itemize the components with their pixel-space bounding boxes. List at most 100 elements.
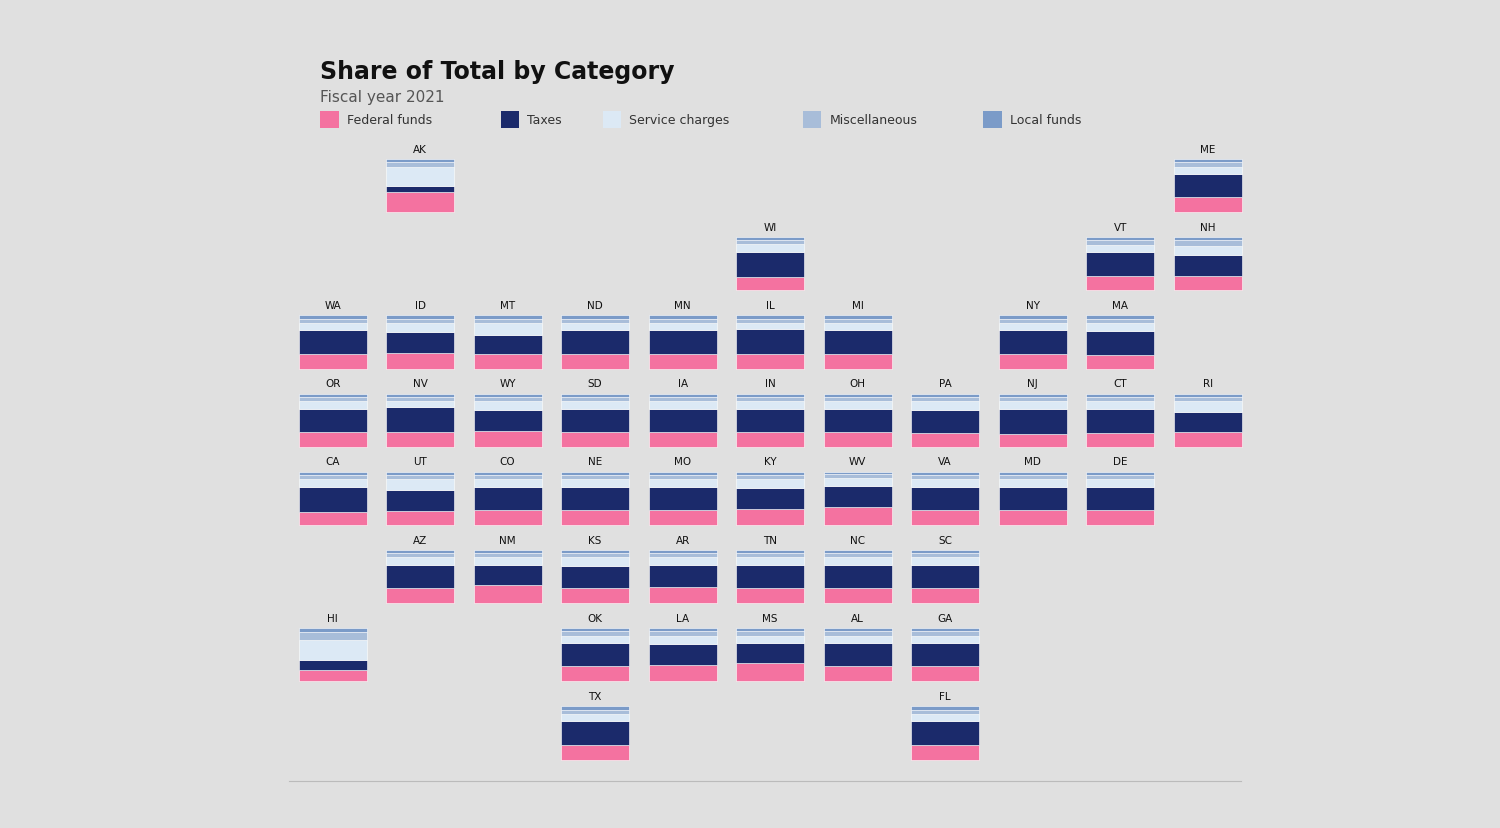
Text: MI: MI — [852, 301, 864, 310]
Bar — [999, 324, 1066, 331]
Bar — [1173, 160, 1242, 163]
Bar — [386, 397, 454, 402]
Bar — [386, 475, 454, 479]
Bar — [824, 554, 892, 558]
Bar — [910, 479, 980, 487]
Bar — [298, 479, 368, 487]
Text: PA: PA — [939, 379, 951, 389]
Bar — [561, 487, 630, 511]
Bar — [561, 554, 630, 558]
Bar — [298, 472, 368, 475]
Bar — [910, 554, 980, 558]
Bar — [474, 551, 542, 554]
Bar — [298, 432, 368, 447]
Bar — [474, 475, 542, 479]
Text: MT: MT — [500, 301, 514, 310]
Bar — [298, 513, 368, 525]
Bar — [736, 636, 804, 643]
Bar — [824, 324, 892, 331]
Bar — [474, 479, 542, 487]
Bar — [999, 409, 1066, 435]
Bar — [386, 589, 454, 604]
Bar — [474, 316, 542, 320]
Bar — [910, 714, 980, 721]
Text: ME: ME — [1200, 145, 1215, 155]
Bar — [999, 472, 1066, 475]
Text: FL: FL — [939, 691, 951, 701]
Bar — [386, 512, 454, 525]
Bar — [824, 551, 892, 554]
Text: SC: SC — [938, 535, 952, 545]
Bar — [474, 402, 542, 410]
Text: AZ: AZ — [413, 535, 428, 545]
Bar — [1173, 397, 1242, 402]
Bar — [736, 663, 804, 681]
Bar — [386, 566, 454, 589]
Bar — [561, 589, 630, 604]
Bar — [824, 632, 892, 636]
Bar — [736, 472, 804, 475]
Bar — [648, 316, 717, 320]
Text: CA: CA — [326, 457, 340, 467]
Bar — [1086, 238, 1155, 241]
Bar — [474, 397, 542, 402]
Bar — [736, 432, 804, 447]
Bar — [561, 628, 630, 632]
Text: LA: LA — [676, 613, 688, 623]
Bar — [736, 245, 804, 253]
Bar — [999, 487, 1066, 511]
Bar — [999, 511, 1066, 525]
Bar — [561, 551, 630, 554]
Bar — [474, 472, 542, 475]
Text: NC: NC — [850, 535, 865, 545]
Bar — [910, 632, 980, 636]
Bar — [736, 632, 804, 636]
Bar — [1173, 238, 1242, 241]
Bar — [824, 316, 892, 320]
Text: NV: NV — [413, 379, 428, 389]
Text: RI: RI — [1203, 379, 1214, 389]
Bar — [824, 558, 892, 566]
Text: OR: OR — [326, 379, 340, 389]
Text: Taxes: Taxes — [528, 113, 562, 127]
Bar — [736, 589, 804, 604]
Bar — [824, 475, 892, 479]
Bar — [1086, 487, 1155, 511]
Bar — [1173, 198, 1242, 213]
Bar — [910, 487, 980, 511]
Bar — [736, 320, 804, 324]
Bar — [298, 394, 368, 397]
Bar — [648, 479, 717, 487]
Bar — [561, 320, 630, 324]
Bar — [561, 402, 630, 409]
Bar — [298, 670, 368, 681]
Bar — [910, 628, 980, 632]
Bar — [910, 744, 980, 759]
Text: HI: HI — [327, 613, 338, 623]
Bar — [648, 354, 717, 369]
Bar — [474, 335, 542, 354]
Bar — [648, 472, 717, 475]
Bar — [648, 588, 717, 604]
Bar — [824, 486, 892, 508]
Bar — [910, 472, 980, 475]
Bar — [298, 633, 368, 640]
Bar — [910, 643, 980, 667]
Bar — [648, 432, 717, 447]
Bar — [824, 397, 892, 402]
Bar — [648, 551, 717, 554]
Bar — [999, 316, 1066, 320]
Bar — [1173, 241, 1242, 247]
Bar — [802, 113, 822, 129]
Bar — [561, 397, 630, 402]
Bar — [561, 632, 630, 636]
Bar — [298, 316, 368, 320]
Bar — [561, 472, 630, 475]
Text: WA: WA — [324, 301, 340, 310]
Bar — [736, 354, 804, 369]
Bar — [910, 434, 980, 447]
Bar — [648, 628, 717, 632]
Bar — [501, 113, 519, 129]
Bar — [386, 320, 454, 324]
Text: Fiscal year 2021: Fiscal year 2021 — [320, 90, 444, 105]
